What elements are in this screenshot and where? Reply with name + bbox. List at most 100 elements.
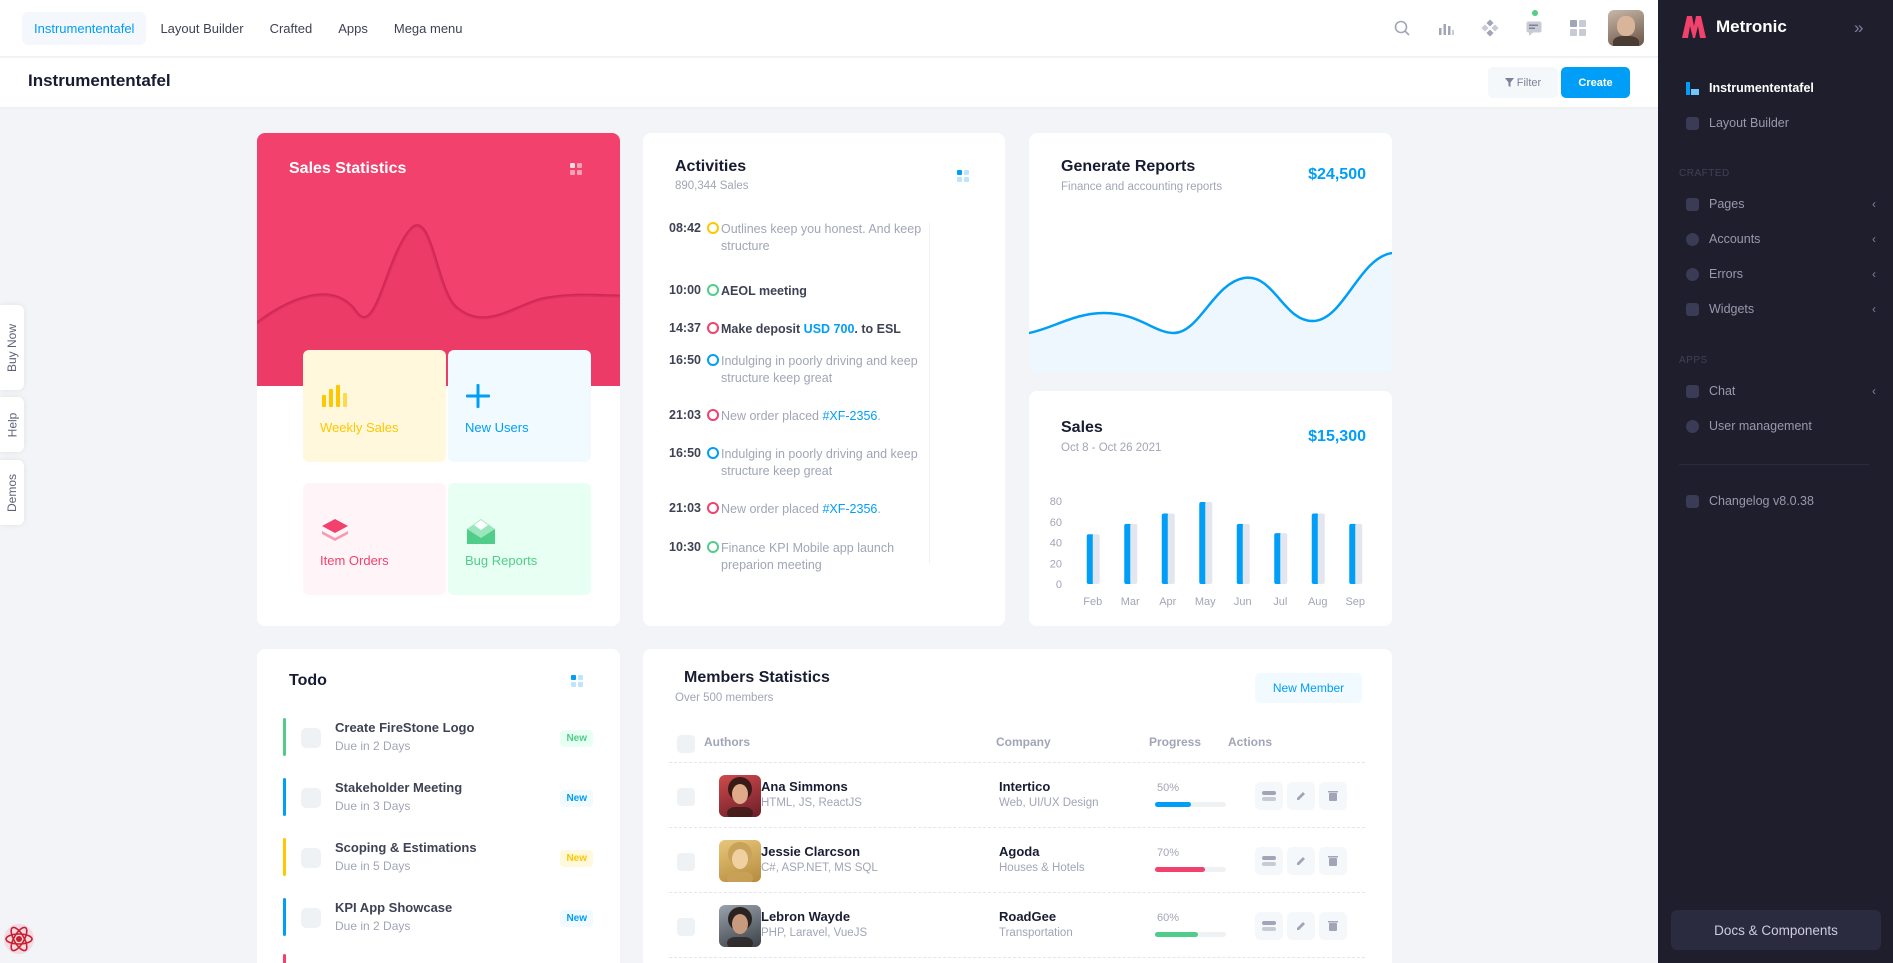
- x-tick-label: Apr: [1159, 596, 1176, 608]
- activity-row: 16:50 Indulging in poorly driving and kee…: [669, 353, 931, 387]
- row-checkbox[interactable]: [677, 918, 695, 936]
- sidebar-item-chat[interactable]: Chat ‹: [1686, 384, 1876, 398]
- edit-icon[interactable]: [1287, 782, 1315, 810]
- sidebar-item-user-management[interactable]: User management: [1686, 419, 1876, 433]
- chat-icon[interactable]: [1520, 10, 1548, 42]
- member-skills: PHP, Laravel, VueJS: [761, 927, 868, 939]
- nav-crafted[interactable]: Crafted: [269, 21, 313, 36]
- status-badge: New: [560, 910, 593, 927]
- item-orders-tile[interactable]: Item Orders: [303, 483, 446, 595]
- activity-link[interactable]: USD 700: [803, 322, 855, 336]
- delete-icon[interactable]: [1319, 782, 1347, 810]
- members-statistics-card: Members Statistics Over 500 members New …: [643, 649, 1392, 963]
- member-name[interactable]: Lebron Wayde: [761, 909, 851, 924]
- status-badge: New: [560, 790, 593, 807]
- chevron-left-icon: ‹: [1872, 384, 1876, 398]
- new-users-tile[interactable]: New Users: [448, 350, 591, 462]
- bug-reports-label: Bug Reports: [465, 553, 538, 568]
- x-tick-label: Aug: [1308, 596, 1328, 608]
- todo-checkbox[interactable]: [301, 728, 321, 748]
- envelope-open-icon: [467, 519, 495, 544]
- delete-icon[interactable]: [1319, 912, 1347, 940]
- nav-instrumententafel[interactable]: Instrumententafel: [22, 12, 147, 45]
- progress-track: [1155, 802, 1226, 807]
- chart-icon[interactable]: [1432, 14, 1460, 42]
- activities-menu-icon[interactable]: [957, 170, 969, 182]
- plus-icon: [466, 384, 490, 408]
- bar: [1130, 523, 1138, 584]
- todo-color-bar: [283, 778, 286, 816]
- nav-apps[interactable]: Apps: [338, 21, 368, 36]
- sidebar-item-instrumententafel[interactable]: Instrumententafel: [1686, 81, 1876, 95]
- row-checkbox[interactable]: [677, 853, 695, 871]
- todo-checkbox[interactable]: [301, 908, 321, 928]
- sidebar-item-pages[interactable]: Pages ‹: [1686, 197, 1876, 211]
- member-company[interactable]: RoadGee: [999, 909, 1057, 924]
- create-button[interactable]: Create: [1561, 67, 1630, 98]
- y-tick-label: 40: [1050, 538, 1062, 550]
- activity-text: Indulging in poorly driving and keep str…: [721, 353, 931, 387]
- member-name[interactable]: Jessie Clarcson: [761, 844, 861, 859]
- member-company[interactable]: Intertico: [999, 779, 1051, 794]
- x-tick-label: Jun: [1234, 596, 1252, 608]
- activity-link[interactable]: #XF-2356: [822, 409, 878, 423]
- todo-item[interactable]: Stakeholder Meeting Due in 3 Days New: [283, 778, 593, 816]
- brand[interactable]: Metronic: [1680, 14, 1787, 40]
- member-company[interactable]: Agoda: [999, 844, 1040, 859]
- search-icon[interactable]: [1388, 14, 1416, 42]
- switch-icon[interactable]: [1255, 912, 1283, 940]
- sidebar-label-layout-builder: Layout Builder: [1709, 116, 1789, 130]
- todo-checkbox[interactable]: [301, 848, 321, 868]
- sidebar-item-widgets[interactable]: Widgets ‹: [1686, 302, 1876, 316]
- member-name[interactable]: Ana Simmons: [761, 779, 848, 794]
- bar: [1205, 502, 1213, 584]
- table-row: Lebron Wayde PHP, Laravel, VueJS RoadGee Tr…: [669, 894, 1365, 958]
- sidebar-label-pages: Pages: [1709, 197, 1745, 211]
- docs-components-button[interactable]: Docs & Components: [1671, 910, 1881, 950]
- user-avatar[interactable]: [1608, 10, 1644, 46]
- react-icon[interactable]: [2, 922, 36, 956]
- table-row: Jessie Clarcson C#, ASP.NET, MS SQL Agoda H…: [669, 829, 1365, 893]
- switch-icon[interactable]: [1255, 782, 1283, 810]
- grid-icon[interactable]: [1564, 14, 1592, 42]
- x-tick-label: May: [1195, 596, 1216, 608]
- filter-button[interactable]: Filter: [1488, 67, 1558, 98]
- nav-mega-menu[interactable]: Mega menu: [393, 21, 463, 36]
- timeline-dot-icon: [707, 502, 719, 514]
- collapse-sidebar-icon[interactable]: »: [1854, 18, 1864, 37]
- sidebar-item-layout-builder[interactable]: Layout Builder: [1686, 116, 1876, 130]
- header-company: Company: [996, 735, 1051, 749]
- generate-reports-title: Generate Reports: [1061, 158, 1196, 175]
- buy-now-tab[interactable]: Buy Now: [0, 305, 24, 390]
- demos-label: Demos: [5, 473, 20, 512]
- todo-item[interactable]: KPI App Showcase Due in 2 Days New: [283, 898, 593, 936]
- select-all-checkbox[interactable]: [677, 735, 695, 753]
- todo-item[interactable]: Scoping & Estimations Due in 5 Days New: [283, 838, 593, 876]
- status-badge: New: [560, 850, 593, 867]
- help-tab[interactable]: Help: [0, 397, 24, 452]
- activity-text-main: New order placed: [721, 409, 823, 423]
- edit-icon[interactable]: [1287, 912, 1315, 940]
- edit-icon[interactable]: [1287, 847, 1315, 875]
- bug-reports-tile[interactable]: Bug Reports: [448, 483, 591, 595]
- sidebar-item-accounts[interactable]: Accounts ‹: [1686, 232, 1876, 246]
- sidebar-item-errors[interactable]: Errors ‹: [1686, 267, 1876, 281]
- activity-link[interactable]: #XF-2356: [822, 502, 878, 516]
- todo-checkbox[interactable]: [301, 788, 321, 808]
- new-member-button[interactable]: New Member: [1255, 673, 1362, 703]
- nav-layout-builder[interactable]: Layout Builder: [160, 21, 244, 36]
- demos-tab[interactable]: Demos: [0, 460, 24, 525]
- delete-icon[interactable]: [1319, 847, 1347, 875]
- weekly-sales-tile[interactable]: Weekly Sales: [303, 350, 446, 462]
- switch-icon[interactable]: [1255, 847, 1283, 875]
- todo-item[interactable]: Create FireStone Logo Due in 2 Days New: [283, 718, 593, 756]
- todo-menu-icon[interactable]: [571, 675, 583, 687]
- activity-text: AEOL meeting: [721, 283, 931, 300]
- sales-statistics-menu-icon[interactable]: [570, 163, 582, 175]
- apps-icon[interactable]: [1476, 14, 1504, 42]
- bar: [1086, 534, 1094, 584]
- sidebar-item-changelog[interactable]: Changelog v8.0.38: [1686, 494, 1876, 508]
- row-checkbox[interactable]: [677, 788, 695, 806]
- chevron-left-icon: ‹: [1872, 302, 1876, 316]
- activity-time: 10:30: [669, 540, 701, 554]
